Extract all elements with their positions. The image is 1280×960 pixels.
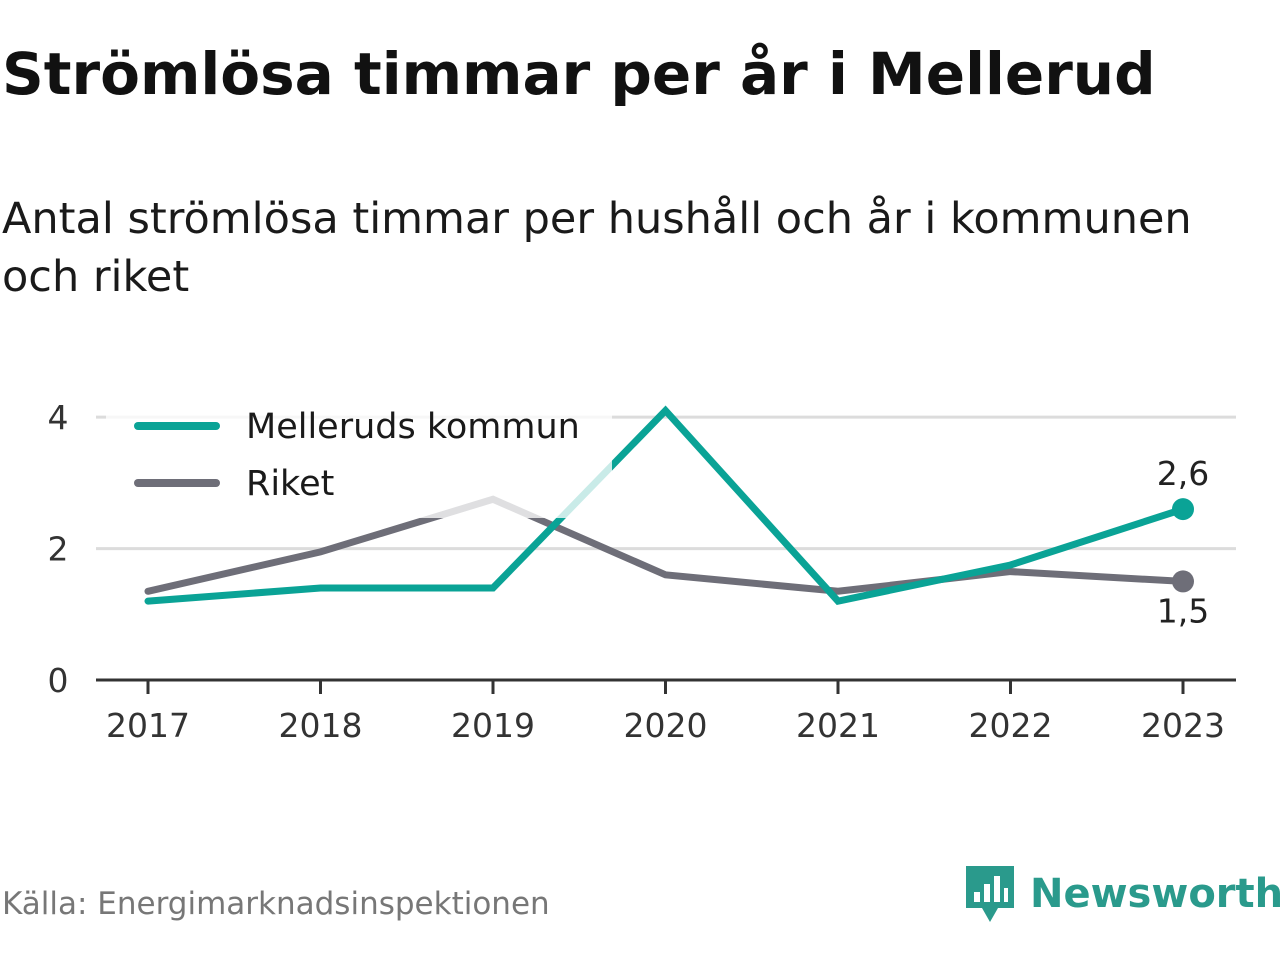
end-value-label: 1,5: [1157, 591, 1209, 630]
chart-subtitle: Antal strömlösa timmar per hushåll och å…: [2, 194, 1192, 302]
x-tick-label: 2020: [624, 706, 708, 745]
chart-title: Strömlösa timmar per år i Mellerud: [2, 40, 1156, 108]
y-tick-label: 2: [48, 530, 69, 569]
y-axis-tick-labels: 0 2 4: [48, 398, 69, 700]
y-tick-label: 0: [48, 661, 69, 700]
y-tick-label: 4: [48, 398, 69, 437]
brand-name: Newsworthy: [1030, 871, 1280, 917]
series-line-melleruds-kommun: [144, 405, 1187, 605]
end-value-label: 2,6: [1157, 454, 1209, 493]
x-tick-label: 2022: [969, 706, 1053, 745]
line-chart: 2017 2018 2019 2020 2021 2022 2023 0 2 4 Melleru…: [47, 396, 1236, 745]
x-tick-label: 2021: [796, 706, 880, 745]
source-note: Källa: Energimarknadsinspektionen: [2, 886, 550, 922]
end-point-marker: [1172, 498, 1194, 521]
series-lines: [144, 405, 1187, 605]
legend-label: Riket: [246, 464, 334, 504]
x-axis: 2017 2018 2019 2020 2021 2022 2023: [96, 678, 1236, 745]
x-tick-label: 2018: [279, 706, 363, 745]
brand[interactable]: Newsworthy: [964, 864, 1280, 924]
legend-background: [106, 396, 612, 518]
x-tick-label: 2019: [451, 706, 535, 745]
x-tick-label: 2017: [106, 706, 190, 745]
legend-label: Melleruds kommun: [246, 407, 580, 447]
series-line-riket: [144, 495, 1187, 595]
x-tick-label: 2023: [1141, 706, 1225, 745]
data-labels: 2,6 1,5: [1157, 454, 1209, 630]
end-point-marker: [1172, 570, 1194, 593]
legend: Melleruds kommun Riket: [106, 396, 612, 518]
newsworthy-chart-icon: [966, 866, 1014, 922]
